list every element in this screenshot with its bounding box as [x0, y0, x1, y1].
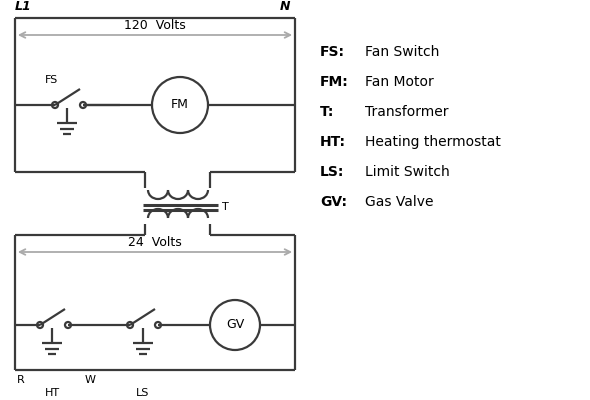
Text: LS: LS [136, 388, 150, 398]
Text: Heating thermostat: Heating thermostat [365, 135, 501, 149]
Text: GV:: GV: [320, 195, 347, 209]
Text: Transformer: Transformer [365, 105, 448, 119]
Text: Gas Valve: Gas Valve [365, 195, 434, 209]
Text: Fan Switch: Fan Switch [365, 45, 440, 59]
Text: FM:: FM: [320, 75, 349, 89]
Text: HT: HT [44, 388, 60, 398]
Text: LS:: LS: [320, 165, 345, 179]
Text: 120  Volts: 120 Volts [124, 19, 186, 32]
Text: FM: FM [171, 98, 189, 112]
Text: W: W [84, 375, 96, 385]
Text: 24  Volts: 24 Volts [128, 236, 182, 249]
Text: R: R [17, 375, 25, 385]
Text: N: N [280, 0, 290, 13]
Text: T: T [222, 202, 229, 212]
Text: Limit Switch: Limit Switch [365, 165, 450, 179]
Text: L1: L1 [15, 0, 32, 13]
Text: Fan Motor: Fan Motor [365, 75, 434, 89]
Text: FS: FS [45, 75, 58, 85]
Text: FS:: FS: [320, 45, 345, 59]
Text: HT:: HT: [320, 135, 346, 149]
Text: T:: T: [320, 105, 335, 119]
Text: GV: GV [226, 318, 244, 332]
